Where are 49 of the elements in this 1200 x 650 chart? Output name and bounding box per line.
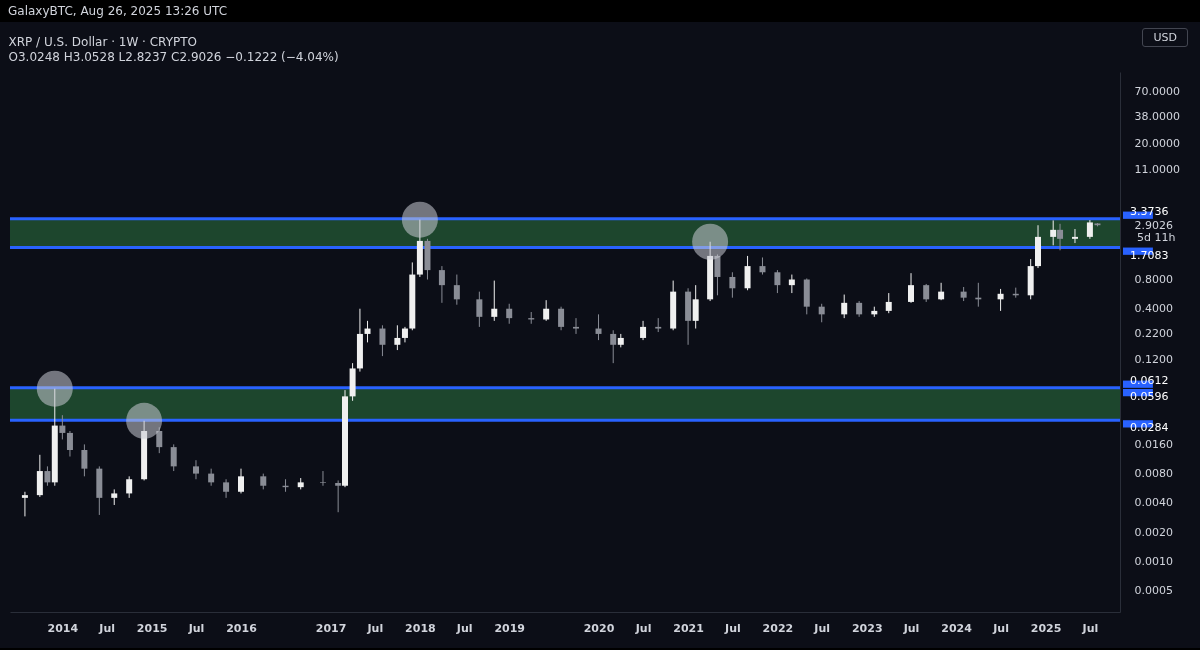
y-tick-label: 20.0000: [1134, 137, 1180, 151]
x-tick-label: 2017: [315, 621, 347, 635]
x-tick-label: Jul: [813, 621, 831, 635]
chart-subtitle: O3.0248 H3.0528 L2.8237 C2.9026 −0.1222 (−4.04%): [8, 50, 339, 64]
x-tick-label: 2023: [851, 621, 883, 635]
candlestick: [319, 470, 326, 487]
y-tick-label: 0.0010: [1134, 554, 1173, 568]
x-tick-label: Jul: [366, 621, 384, 635]
x-tick-label: 2025: [1030, 621, 1062, 635]
text: USD: [1142, 28, 1188, 47]
ref-line-label: 3.3736: [1130, 204, 1169, 218]
x-tick-label: 2021: [673, 621, 704, 635]
x-tick-label: Jul: [455, 621, 473, 635]
x-tick-label: Jul: [187, 621, 205, 635]
y-tick-label: 38.0000: [1134, 110, 1180, 124]
y-tick-label: 11.0000: [1134, 162, 1180, 176]
text: 5d 11h: [1137, 231, 1176, 245]
y-tick-label: 70.0000: [1134, 84, 1180, 98]
x-tick-label: 2015: [136, 621, 168, 635]
candlestick: [111, 488, 118, 506]
x-tick-label: 2016: [226, 621, 258, 635]
candlestick: [655, 317, 662, 333]
x-tick-label: 2019: [494, 621, 526, 635]
ref-line-label: 1.7083: [1130, 248, 1169, 262]
x-tick-label: 2014: [47, 621, 79, 635]
candlestick: [335, 479, 342, 513]
x-tick-label: 2024: [941, 621, 973, 635]
x-tick-label: 2020: [583, 621, 615, 635]
y-tick-label: 0.0160: [1134, 437, 1173, 451]
y-tick-label: 0.8000: [1134, 273, 1173, 287]
y-tick-label: 0.1200: [1134, 352, 1173, 366]
x-tick-label: 2018: [405, 621, 436, 635]
y-tick-label: 0.0080: [1134, 467, 1173, 481]
x-tick-label: Jul: [1081, 621, 1099, 635]
chart-title: XRP / U.S. Dollar · 1W · CRYPTO: [8, 35, 198, 49]
y-tick-label: 0.0020: [1134, 525, 1173, 539]
text: GalaxyBTC, Aug 26, 2025 13:26 UTC: [7, 3, 229, 20]
candlestick: [1094, 222, 1101, 227]
x-tick-label: Jul: [902, 621, 920, 635]
x-tick-label: Jul: [724, 621, 741, 635]
y-tick-label: 2.9026: [1134, 218, 1173, 232]
y-tick-label: 0.0040: [1134, 496, 1173, 510]
y-tick-label: 0.4000: [1134, 302, 1173, 316]
x-tick-label: Jul: [992, 621, 1009, 635]
x-tick-label: Jul: [634, 621, 652, 635]
x-tick-label: 2022: [762, 621, 794, 635]
x-tick-label: Jul: [98, 621, 116, 635]
y-tick-label: 0.2200: [1134, 327, 1173, 341]
y-tick-label: 0.0005: [1134, 583, 1173, 597]
